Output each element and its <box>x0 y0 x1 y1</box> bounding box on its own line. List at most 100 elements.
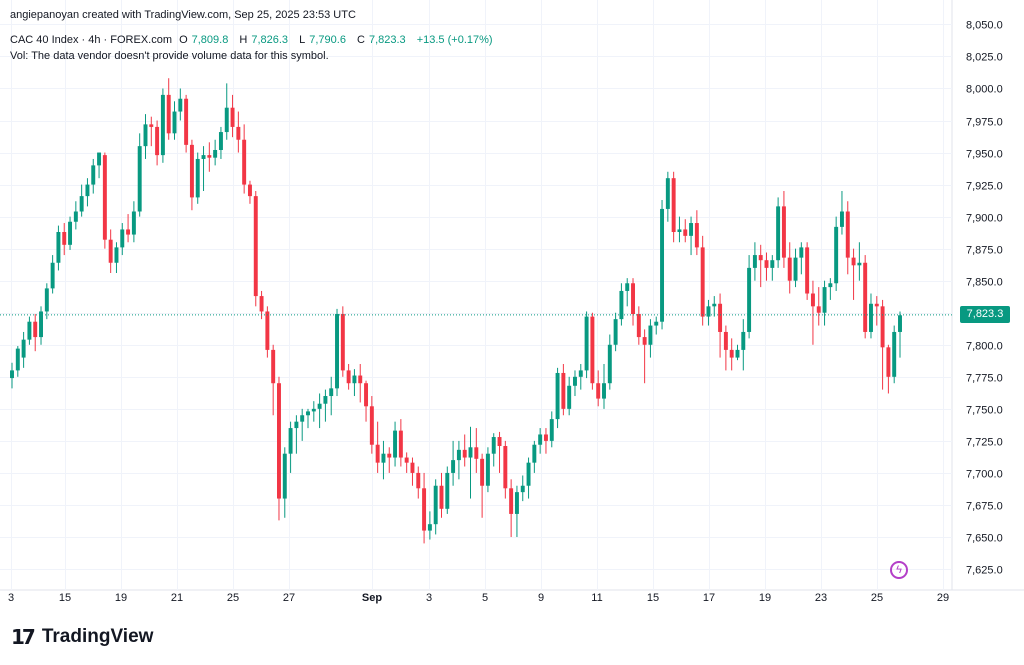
x-tick-label: 3 <box>426 592 432 604</box>
tradingview-logo[interactable]: 17 TradingView <box>11 625 153 649</box>
y-tick-label: 7,625.0 <box>966 565 1003 577</box>
candle-body <box>573 376 577 386</box>
candle-body <box>410 462 415 473</box>
candle-body <box>178 98 183 112</box>
candle-body <box>329 388 334 397</box>
candle-body <box>851 257 856 266</box>
candle-body <box>602 383 606 399</box>
candle-body <box>526 462 531 486</box>
candle-body <box>671 178 676 233</box>
candle-body <box>793 257 798 281</box>
candle-body <box>213 149 218 158</box>
ohlc-legend: CAC 40 Index · 4h · FOREX.com O 7,809.8 H… <box>10 33 497 47</box>
y-tick-label: 8,050.0 <box>966 20 1003 32</box>
candle-body <box>718 303 723 332</box>
candle-body <box>375 444 380 463</box>
candle-body <box>317 403 322 409</box>
candle-body <box>480 458 485 486</box>
candle-body <box>747 267 752 332</box>
candle-body <box>195 158 200 198</box>
candle-body <box>857 262 862 266</box>
candle-body <box>706 306 711 317</box>
candle-body <box>520 485 525 493</box>
candle-body <box>445 472 450 509</box>
y-tick-label: 7,725.0 <box>966 437 1003 449</box>
candle-body <box>230 107 235 127</box>
candle-body <box>776 206 781 261</box>
candle-body <box>810 293 815 307</box>
candle-body <box>491 437 496 454</box>
candle-body <box>126 229 131 235</box>
candle-body <box>364 383 369 407</box>
candle-body <box>50 262 55 289</box>
y-tick-label: 7,700.0 <box>966 469 1003 481</box>
candle-body <box>224 107 229 133</box>
candle-body <box>422 488 427 531</box>
candle-body <box>120 229 125 248</box>
candle-body <box>102 155 107 240</box>
x-tick-label: 29 <box>937 592 949 604</box>
candle-body <box>869 303 873 332</box>
x-tick-label: 25 <box>871 592 883 604</box>
candle-body <box>21 339 26 358</box>
symbol-label[interactable]: CAC 40 Index · 4h · FOREX.com <box>10 34 172 46</box>
candle-body <box>242 139 247 185</box>
candle-body <box>555 372 560 420</box>
candle-body <box>416 472 421 489</box>
candle-body <box>538 434 543 445</box>
candle-body <box>509 488 514 514</box>
candle-body <box>352 375 357 384</box>
candle-body <box>311 408 316 412</box>
candle-body <box>642 337 647 345</box>
candle-body <box>201 155 206 159</box>
candle-body <box>44 288 49 312</box>
candle-body <box>451 460 456 473</box>
tradingview-logo-icon: 17 <box>11 625 36 649</box>
x-tick-label: 15 <box>59 592 71 604</box>
candle-body <box>346 370 351 384</box>
candle-body <box>648 325 653 345</box>
bolt-icon[interactable]: ϟ <box>890 561 908 579</box>
candle-body <box>567 385 572 409</box>
candle-body <box>398 430 403 458</box>
x-tick-label: 23 <box>815 592 827 604</box>
price-axis[interactable]: 7,625.0 7,650.0 7,675.0 7,700.0 7,725.0 7,750… <box>966 20 1003 577</box>
candle-body <box>387 453 392 458</box>
candle-body <box>300 415 305 422</box>
x-tick-label: 3 <box>8 592 14 604</box>
candle-body <box>271 349 276 384</box>
candle-body <box>764 260 769 268</box>
candle-body <box>404 457 409 463</box>
time-axis[interactable]: 3 15 19 21 25 27 Sep 3 5 9 11 15 17 19 23 25 29 <box>8 592 949 604</box>
candle-body <box>288 428 293 454</box>
y-tick-label: 7,950.0 <box>966 149 1003 161</box>
y-tick-label: 7,650.0 <box>966 533 1003 545</box>
candle-body <box>549 419 554 441</box>
candle-body <box>723 331 728 350</box>
candle-body <box>15 348 20 371</box>
candle-body <box>468 447 473 458</box>
candle-body <box>160 94 165 156</box>
candle-body <box>503 446 508 489</box>
candle-body <box>323 396 328 404</box>
y-tick-label: 7,975.0 <box>966 117 1003 129</box>
candle-body <box>787 257 792 281</box>
candle-body <box>758 255 763 261</box>
y-tick-label: 8,025.0 <box>966 52 1003 64</box>
candle-body <box>532 444 537 463</box>
candle-body <box>694 223 699 248</box>
candle-body <box>880 306 885 348</box>
candle-body <box>131 211 136 235</box>
open-value: O 7,809.8 <box>179 34 229 46</box>
candle-body <box>155 126 160 156</box>
candle-body <box>433 485 438 525</box>
candle-body <box>781 206 786 258</box>
candle-body <box>108 239 113 263</box>
candle-body <box>236 126 241 140</box>
candle-body <box>306 411 310 416</box>
candle-body <box>514 492 519 514</box>
candle-body <box>184 98 189 145</box>
candle-body <box>735 349 740 358</box>
